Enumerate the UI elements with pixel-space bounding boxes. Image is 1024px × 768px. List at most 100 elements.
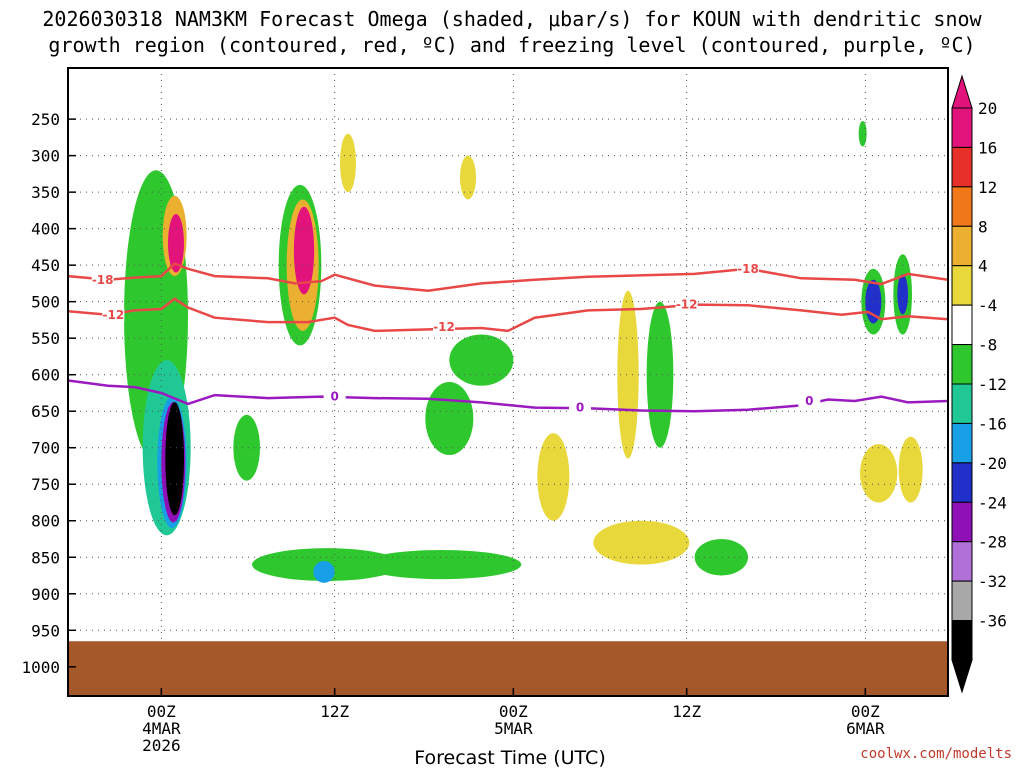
x-tick-label: 4MAR (142, 719, 181, 738)
colorbar-label: -32 (978, 572, 1007, 591)
omega-region (233, 414, 260, 481)
omega-region (898, 436, 923, 503)
y-tick-label: 650 (31, 402, 60, 421)
y-tick-label: 850 (31, 548, 60, 567)
colorbar-label: -20 (978, 454, 1007, 473)
colorbar-label: -28 (978, 533, 1007, 552)
x-axis-label: Forecast Time (UTC) (414, 747, 605, 768)
x-tick-label: 00Z (499, 702, 528, 721)
colorbar-segment (951, 501, 973, 543)
colorbar-label: -4 (978, 296, 997, 315)
y-tick-label: 750 (31, 475, 60, 494)
colorbar-label: 4 (978, 257, 988, 276)
omega-region (537, 433, 570, 521)
omega-region (860, 444, 898, 503)
y-tick-label: 950 (31, 621, 60, 640)
omega-region (361, 549, 522, 580)
omega-region (897, 274, 909, 315)
colorbar-segment (951, 620, 973, 661)
colorbar-segment (951, 225, 973, 267)
colorbar-segment (951, 107, 973, 148)
x-tick-label: 2026 (142, 736, 181, 755)
omega-region (340, 133, 356, 193)
colorbar-segment (951, 383, 973, 424)
contour-label: -18 (737, 262, 759, 276)
x-tick-label: 12Z (320, 702, 349, 721)
omega-region (460, 155, 476, 200)
omega-region (858, 120, 867, 147)
colorbar: 20 16 12 8 4 -4 -8 -12 -16 -20 -24 -28 -32 -36 (951, 74, 1007, 694)
contour-label-bg (569, 400, 591, 415)
colorbar-label: -12 (978, 375, 1007, 394)
contour-label-bg (102, 307, 125, 322)
colorbar-segment (951, 580, 973, 622)
plot-area: -18 -18 -12 -12 -12 0 0 0 (68, 68, 948, 696)
colorbar-label: 12 (978, 178, 997, 197)
y-tick-label: 900 (31, 585, 60, 604)
x-tick-label: 5MAR (494, 719, 533, 738)
colorbar-segment (951, 186, 973, 227)
contour-label: 0 (576, 401, 584, 415)
contour-label-bg (798, 393, 821, 408)
surface-ground (68, 641, 948, 696)
y-tick-label: 350 (31, 183, 60, 202)
contour-label: -12 (433, 320, 455, 334)
colorbar-segment (951, 422, 973, 464)
contour-line--18 (68, 262, 948, 292)
contour-label: -12 (102, 308, 124, 322)
omega-region (168, 214, 184, 273)
colorbar-label: -24 (978, 493, 1007, 512)
contour-label: -18 (92, 273, 114, 287)
x-tick-label: 6MAR (846, 719, 885, 738)
colorbar-segment (951, 462, 973, 503)
contour-label: 0 (330, 390, 338, 404)
omega-region (425, 382, 474, 456)
x-tick-label: 00Z (147, 702, 176, 721)
y-tick-label: 700 (31, 439, 60, 458)
colorbar-segment (951, 146, 973, 188)
chart-title-line1: 2026030318 NAM3KM Forecast Omega (shaded… (42, 7, 982, 31)
colorbar-label: 16 (978, 138, 997, 157)
y-tick-label: 250 (31, 110, 60, 129)
colorbar-label: -36 (978, 612, 1007, 631)
y-tick-label: 600 (31, 366, 60, 385)
omega-region (694, 539, 748, 576)
contour-line-0 (68, 379, 948, 413)
colorbar-segment (951, 344, 973, 385)
y-tick-label: 300 (31, 147, 60, 166)
plot-frame (67, 67, 949, 697)
contour-label-bg (323, 389, 346, 404)
y-tick-label: 800 (31, 512, 60, 531)
y-tick-label: 400 (31, 220, 60, 239)
contour-label-bg (91, 272, 114, 287)
y-tick-label: 1000 (21, 658, 60, 677)
omega-region (293, 206, 315, 295)
y-tick-label: 500 (31, 293, 60, 312)
contour-label-bg (433, 320, 455, 335)
colorbar-segment (951, 265, 973, 306)
x-tick-label: 00Z (851, 702, 880, 721)
chart-title-line2: growth region (contoured, red, ºC) and f… (48, 33, 975, 57)
x-tick-label: 12Z (672, 702, 701, 721)
colorbar-top-arrow (951, 74, 973, 109)
colorbar-segment (951, 541, 973, 582)
omega-region (449, 334, 514, 386)
colorbar-label: 8 (978, 217, 988, 236)
omega-region (617, 290, 639, 459)
plot-background (68, 68, 948, 696)
y-axis: 250 300 350 400 450 500 550 600 650 700 750 800 850 9… (21, 110, 76, 677)
contour-lines: -18 -18 -12 -12 -12 0 0 0 (68, 261, 948, 415)
contour-label: -12 (676, 298, 698, 312)
y-tick-label: 450 (31, 256, 60, 275)
colorbar-bottom-arrow (951, 659, 973, 694)
credit-text: coolwx.com/modelts (860, 746, 1012, 762)
omega-region (165, 402, 185, 516)
contour-label-bg (737, 261, 759, 276)
colorbar-label: -16 (978, 414, 1007, 433)
omega-region (313, 560, 335, 583)
y-tick-label: 550 (31, 329, 60, 348)
omega-region (593, 520, 690, 565)
colorbar-label: -8 (978, 336, 997, 355)
